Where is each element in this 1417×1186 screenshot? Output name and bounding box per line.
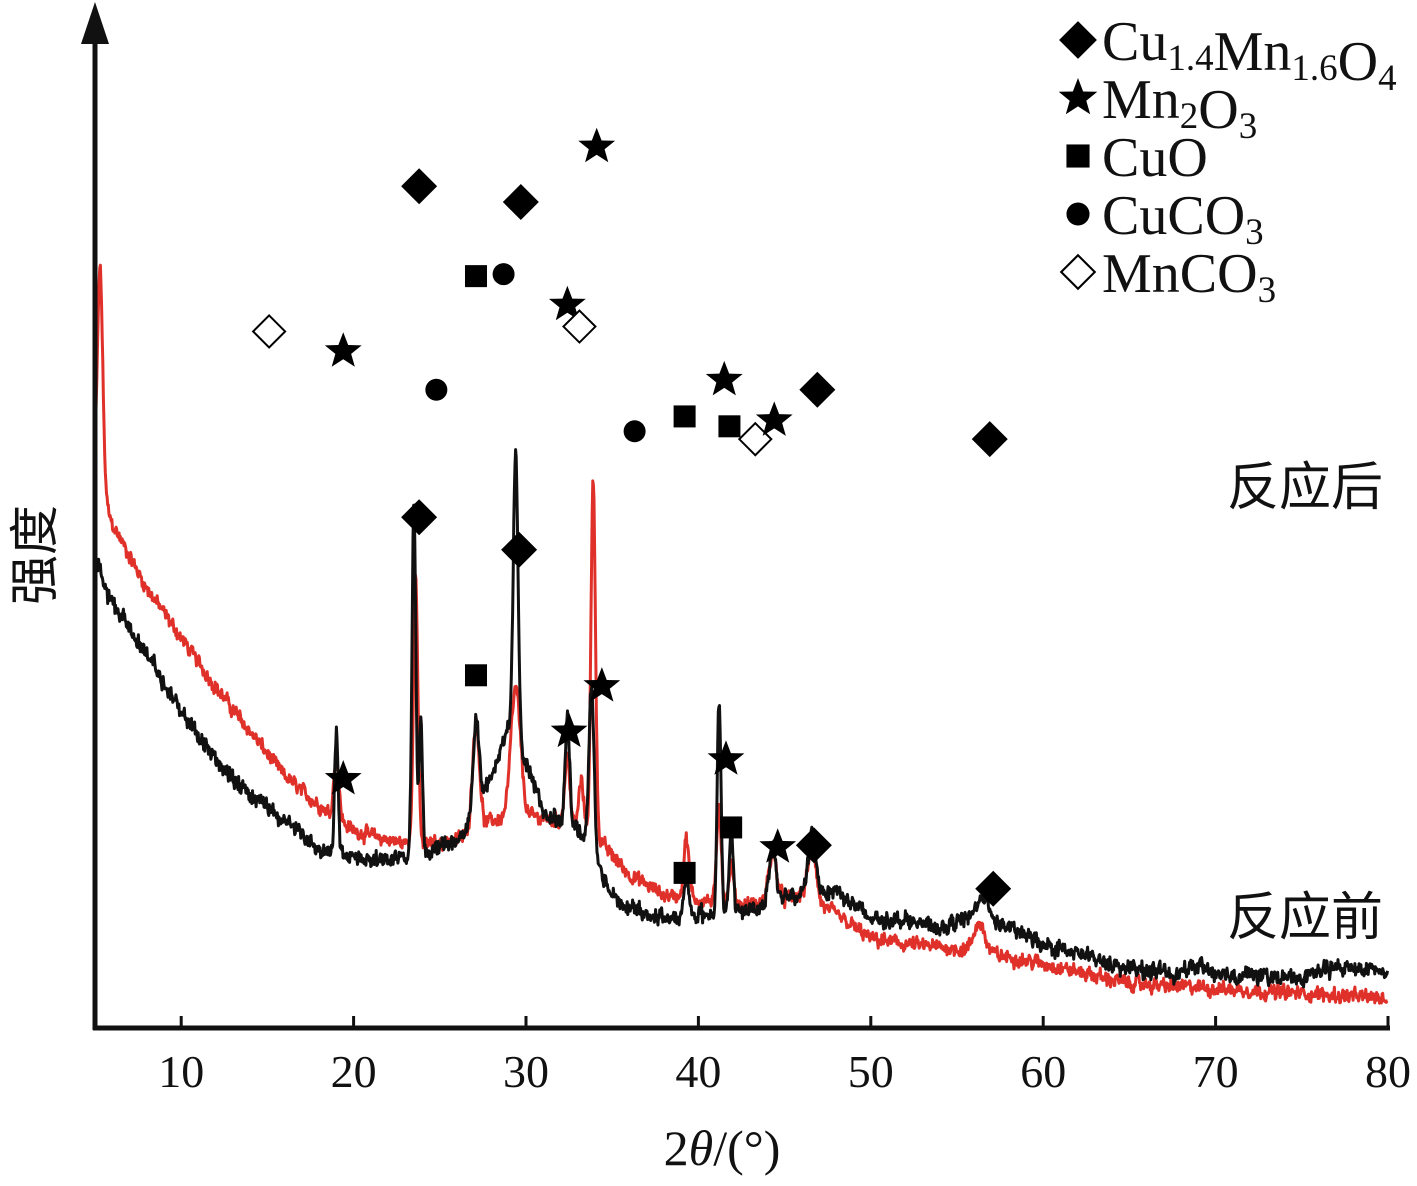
- x-tick-label: 10: [158, 1046, 204, 1097]
- peak-marker-filled-star: [759, 828, 797, 863]
- peak-marker-filled-diamond: [971, 421, 1008, 458]
- x-tick-label: 30: [503, 1046, 549, 1097]
- y-axis-arrow: [81, 2, 109, 44]
- x-axis-label: 2θ/(°): [664, 1120, 781, 1176]
- peak-marker-filled-diamond: [401, 168, 438, 205]
- peak-marker-filled-star: [324, 760, 362, 795]
- peak-marker-filled-square: [465, 664, 488, 687]
- curve-label-before: 反应前: [1227, 888, 1383, 948]
- legend-marker-filled-star: [1058, 78, 1098, 115]
- x-tick-label: 70: [1193, 1046, 1239, 1097]
- peak-marker-filled-diamond: [501, 531, 538, 568]
- axes: [81, 2, 1390, 1031]
- peak-marker-filled-circle: [425, 378, 448, 401]
- curve-label-after: 反应后: [1227, 458, 1383, 518]
- peak-marker-filled-square: [673, 405, 696, 428]
- peak-marker-filled-circle: [492, 263, 515, 286]
- legend-label: Mn2O3: [1102, 69, 1257, 147]
- legend-label: MnCO3: [1102, 243, 1276, 311]
- legend-label: CuO: [1102, 127, 1208, 189]
- series-layer: [93, 263, 1389, 1005]
- x-tick-label: 80: [1365, 1046, 1411, 1097]
- x-tick-label: 60: [1020, 1046, 1066, 1097]
- legend-marker-open-diamond: [1060, 254, 1096, 290]
- peak-marker-layer: [252, 127, 1012, 907]
- peak-marker-filled-circle: [623, 420, 646, 443]
- peak-marker-filled-star: [707, 740, 745, 775]
- peak-marker-filled-square: [465, 265, 488, 288]
- x-tick-label: 50: [848, 1046, 894, 1097]
- peak-marker-filled-square: [718, 415, 741, 438]
- peak-marker-filled-star: [705, 360, 743, 396]
- x-tick-label: 20: [331, 1046, 377, 1097]
- legend-label: CuCO3: [1102, 185, 1264, 253]
- peak-marker-open-diamond: [252, 314, 287, 349]
- legend-marker-filled-circle: [1066, 202, 1090, 226]
- peak-marker-filled-square: [720, 816, 743, 839]
- series-line-before: [93, 448, 1389, 989]
- peak-marker-filled-diamond: [502, 184, 539, 221]
- peak-marker-filled-diamond: [401, 499, 438, 536]
- y-axis-label: 强度: [6, 505, 64, 605]
- peak-marker-open-diamond: [562, 309, 597, 344]
- peak-marker-filled-square: [673, 861, 696, 884]
- peak-marker-filled-diamond: [795, 827, 832, 864]
- x-tick-label: 40: [675, 1046, 721, 1097]
- x-ticks: 10 20 30 40 50 60 70 80: [158, 1016, 1411, 1097]
- peak-marker-filled-star: [578, 127, 616, 163]
- legend-marker-filled-square: [1066, 144, 1090, 168]
- peak-marker-filled-star: [324, 332, 362, 367]
- legend-marker-filled-diamond: [1059, 21, 1097, 59]
- series-line-after: [93, 263, 1389, 1005]
- legend-label: Cu1.4Mn1.6O4: [1102, 11, 1397, 99]
- peak-marker-filled-diamond: [799, 371, 836, 408]
